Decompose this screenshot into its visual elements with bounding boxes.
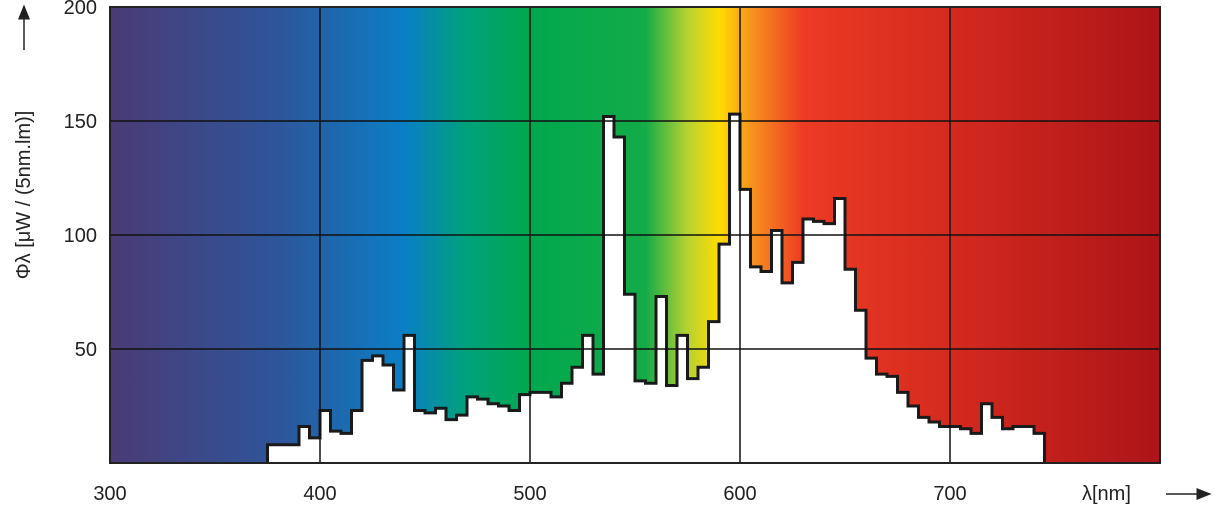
histogram-bar [750, 266, 762, 463]
y-tick-label: 50 [75, 339, 97, 361]
x-axis-label: λ[nm] [1082, 483, 1131, 505]
histogram-bar [320, 410, 332, 463]
x-tick-label: 300 [93, 483, 126, 505]
histogram-bar [393, 390, 405, 463]
histogram-bar [929, 421, 941, 463]
histogram-bar [372, 355, 384, 463]
histogram-bar [687, 378, 699, 463]
y-tick-label: 150 [64, 111, 97, 133]
grid-lines [110, 7, 1160, 463]
histogram-bar [656, 296, 668, 463]
histogram-bar [1002, 428, 1014, 463]
histogram-bar [740, 189, 752, 463]
histogram-bar [572, 367, 584, 463]
histogram-bar [845, 269, 857, 463]
histogram-bar [719, 244, 731, 463]
y-tick-label: 100 [64, 225, 97, 247]
histogram-bar [729, 114, 741, 463]
histogram-bar [288, 444, 300, 463]
histogram-outline [266, 112, 1046, 463]
histogram-bar [362, 360, 374, 463]
histogram-bar [456, 415, 468, 463]
x-tick-label: 500 [513, 483, 546, 505]
histogram-bar [1013, 426, 1025, 463]
x-tick-label: 600 [723, 483, 756, 505]
histogram-bar [803, 219, 815, 463]
histogram-bar [792, 262, 804, 463]
histogram-bar [488, 403, 500, 463]
y-axis-label: Φλ [μW / (5nm.lm)] [13, 111, 35, 280]
histogram-bar [435, 408, 447, 463]
x-tick-label: 700 [933, 483, 966, 505]
histogram-bar [908, 406, 920, 463]
histogram-bar [278, 444, 290, 463]
histogram-bar [519, 394, 531, 463]
histogram [266, 112, 1046, 463]
x-tick-label: 400 [303, 483, 336, 505]
histogram-bar [624, 294, 636, 463]
histogram-bar [477, 399, 489, 463]
histogram-bar [971, 433, 983, 463]
x-tick-labels: 300 400 500 600 700 [93, 483, 966, 505]
histogram-bar [771, 230, 783, 463]
y-tick-label: 200 [64, 0, 97, 19]
histogram-bar [950, 426, 962, 463]
histogram-bar [425, 412, 437, 463]
histogram-bar [341, 433, 353, 463]
histogram-bar [446, 419, 458, 463]
histogram-bar [782, 282, 794, 463]
histogram-bar [813, 221, 825, 463]
histogram-bar [467, 396, 479, 463]
histogram-bar [351, 410, 363, 463]
histogram-bar [330, 431, 342, 463]
histogram-bar [614, 136, 626, 463]
histogram-bar [855, 310, 867, 463]
histogram-bar [561, 383, 573, 463]
histogram-bar [887, 376, 899, 463]
histogram-bar [981, 403, 993, 463]
histogram-bar [645, 383, 657, 463]
histogram-bar [918, 417, 930, 463]
histogram-bar [1023, 426, 1035, 463]
histogram-bar [866, 358, 878, 463]
histogram-bar [824, 223, 836, 463]
histogram-bar [1034, 433, 1046, 463]
histogram-bar [267, 444, 279, 463]
histogram-bar [939, 426, 951, 463]
histogram-bar [698, 367, 710, 463]
plot-frame [109, 6, 1161, 464]
histogram-bar [593, 374, 605, 463]
histogram-bar [414, 410, 426, 463]
histogram-bar [540, 392, 552, 463]
histogram-bar [309, 437, 321, 463]
histogram-bar [383, 364, 395, 463]
histogram-bar [960, 428, 972, 463]
histogram-bar [897, 392, 909, 463]
histogram-bar [299, 426, 311, 463]
histogram-bar [582, 335, 594, 463]
histogram-bar [498, 406, 510, 463]
histogram-bar [708, 321, 720, 463]
histogram-bar [530, 392, 542, 463]
histogram-bar [992, 417, 1004, 463]
y-tick-labels: 50 100 150 200 [64, 0, 97, 361]
histogram-bar [761, 271, 773, 463]
histogram-bar [603, 116, 615, 463]
histogram-bar [677, 335, 689, 463]
histogram-bar [876, 374, 888, 463]
histogram-bar [666, 385, 678, 463]
histogram-bar [635, 380, 647, 463]
histogram-bar [834, 198, 846, 463]
histogram-bar [509, 410, 521, 463]
histogram-bar [404, 335, 416, 463]
histogram-bar [551, 396, 563, 463]
